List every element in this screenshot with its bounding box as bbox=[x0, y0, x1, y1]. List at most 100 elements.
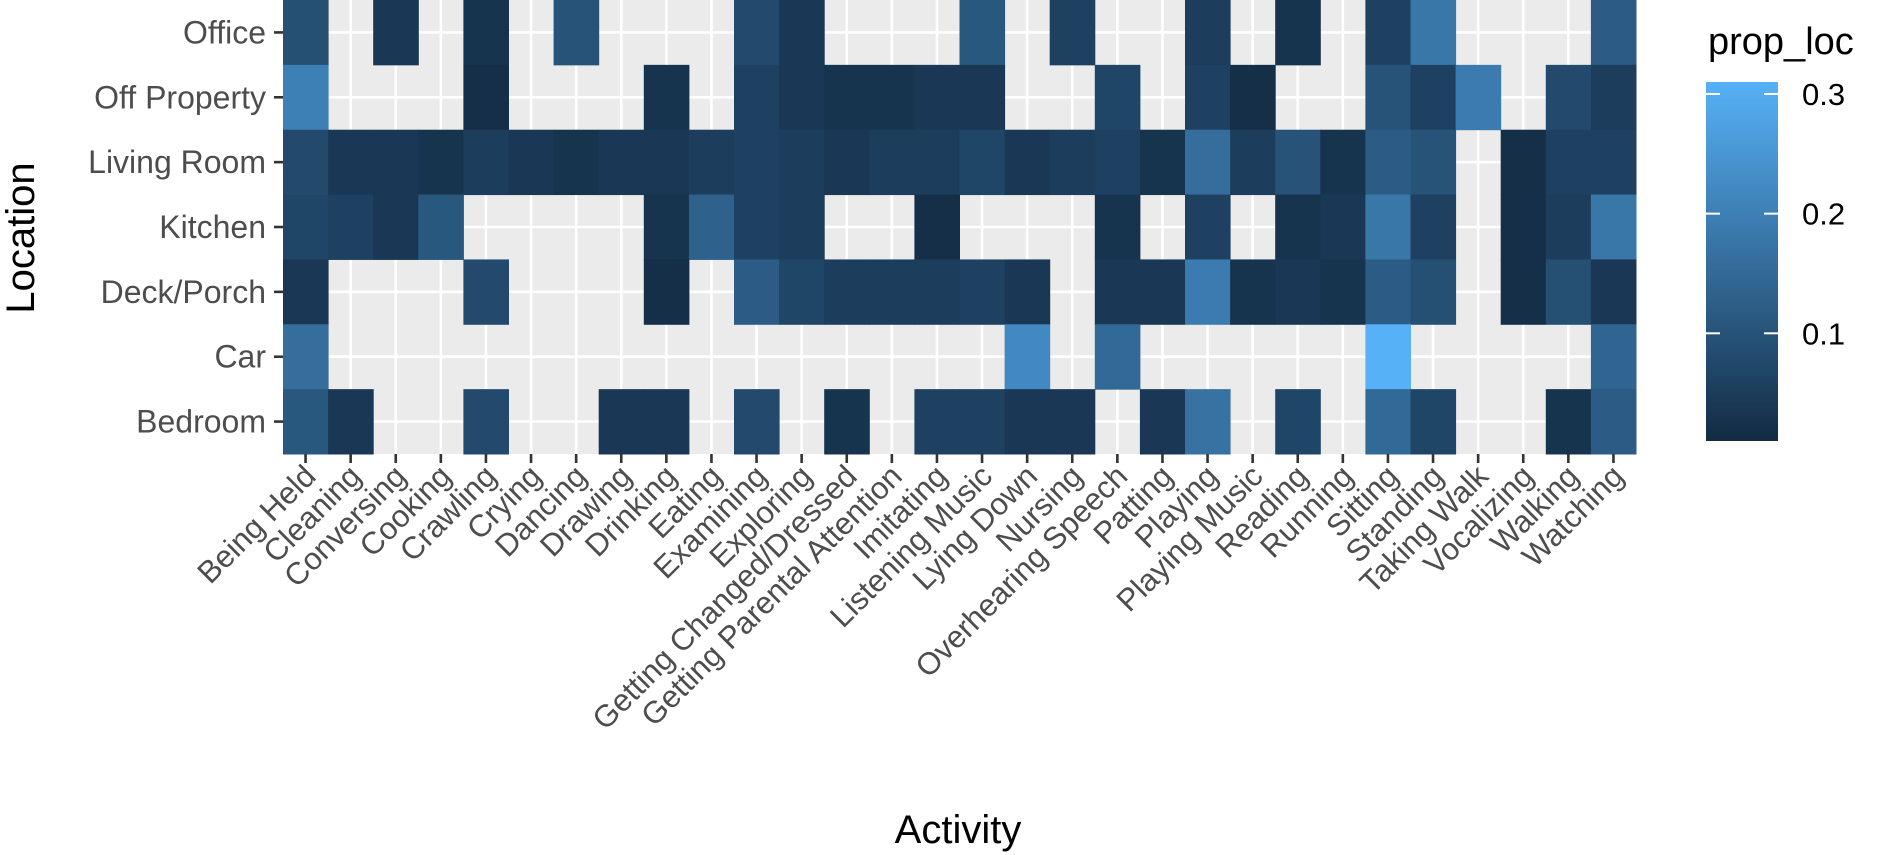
y-tick-label: Off Property bbox=[94, 79, 266, 115]
heatmap-cell bbox=[1094, 194, 1141, 260]
heatmap-cell bbox=[1004, 324, 1051, 390]
heatmap-cell bbox=[1230, 259, 1276, 325]
heatmap-cell bbox=[1545, 389, 1592, 455]
heatmap-cell bbox=[1590, 389, 1637, 455]
heatmap-cell bbox=[643, 259, 690, 325]
legend-tick-label: 0.1 bbox=[1802, 316, 1845, 351]
heatmap-cell bbox=[553, 129, 600, 196]
heatmap-cell bbox=[508, 129, 555, 196]
heatmap-cell bbox=[1545, 129, 1592, 196]
heatmap-cell bbox=[1455, 64, 1502, 131]
heatmap-cell bbox=[1004, 129, 1051, 196]
heatmap-cell bbox=[1500, 129, 1547, 196]
heatmap-cell bbox=[1094, 324, 1141, 390]
heatmap-cell bbox=[1094, 64, 1141, 131]
heatmap-cell bbox=[779, 259, 825, 325]
heatmap-cell bbox=[1500, 194, 1547, 260]
heatmap-cell bbox=[688, 129, 735, 196]
heatmap-cell bbox=[914, 259, 960, 325]
heatmap-cell bbox=[824, 64, 870, 131]
heatmap-cell bbox=[914, 64, 960, 131]
heatmap-cell bbox=[463, 64, 509, 131]
heatmap-cell bbox=[1320, 259, 1366, 325]
heatmap-cell bbox=[1275, 194, 1321, 260]
heatmap-cell bbox=[779, 64, 825, 131]
heatmap-cell bbox=[418, 194, 464, 260]
heatmap-cell bbox=[1590, 324, 1637, 390]
heatmap-cell bbox=[1049, 389, 1096, 455]
heatmap-cell bbox=[1139, 129, 1186, 196]
heatmap-cell bbox=[1410, 64, 1457, 131]
heatmap-cell bbox=[463, 389, 509, 455]
heatmap-cell bbox=[824, 259, 870, 325]
heatmap-cell bbox=[283, 324, 329, 390]
heatmap-cell bbox=[914, 389, 960, 455]
heatmap-cell bbox=[283, 0, 329, 66]
heatmap-cell bbox=[1185, 64, 1231, 131]
heatmap-cell bbox=[1590, 194, 1637, 260]
heatmap-cell bbox=[959, 0, 1006, 66]
heatmap-cell bbox=[283, 129, 329, 196]
heatmap-cell bbox=[1139, 259, 1186, 325]
heatmap-cell bbox=[1094, 129, 1141, 196]
heatmap-cell bbox=[1094, 259, 1141, 325]
heatmap-cell bbox=[1365, 0, 1411, 66]
heatmap-cell bbox=[1410, 0, 1457, 66]
heatmap-cell bbox=[643, 64, 690, 131]
y-tick-label: Bedroom bbox=[136, 404, 266, 440]
heatmap-cell bbox=[1590, 0, 1637, 66]
legend-title: prop_loc bbox=[1708, 21, 1854, 63]
heatmap-cell bbox=[598, 129, 645, 196]
color-legend: prop_loc 0.1 0.2 0.3 bbox=[1706, 21, 1854, 441]
heatmap-cell bbox=[1365, 259, 1411, 325]
heatmap-cell bbox=[1590, 259, 1637, 325]
heatmap-cell bbox=[1410, 194, 1457, 260]
heatmap-cell bbox=[734, 194, 780, 260]
heatmap-cell bbox=[1590, 64, 1637, 131]
y-tick-label: Deck/Porch bbox=[101, 274, 266, 310]
heatmap-cell bbox=[1230, 64, 1276, 131]
heatmap-cell bbox=[779, 0, 825, 66]
y-tick-label: Office bbox=[183, 14, 266, 50]
heatmap-cell bbox=[959, 389, 1006, 455]
heatmap-cell bbox=[734, 64, 780, 131]
heatmap-cell bbox=[1320, 129, 1366, 196]
heatmap-cell bbox=[1139, 389, 1186, 455]
heatmap-cell bbox=[1545, 194, 1592, 260]
heatmap-cell bbox=[1004, 389, 1051, 455]
heatmap-cell bbox=[1185, 259, 1231, 325]
heatmap-cell bbox=[1230, 129, 1276, 196]
heatmap-cell bbox=[869, 129, 915, 196]
heatmap-cell bbox=[283, 389, 329, 455]
heatmap-cell bbox=[373, 194, 419, 260]
heatmap-cell bbox=[553, 0, 600, 66]
heatmap-cell bbox=[1410, 259, 1457, 325]
heatmap-cell bbox=[1410, 129, 1457, 196]
heatmap-cells bbox=[283, 0, 1637, 455]
heatmap-cell bbox=[1320, 194, 1366, 260]
heatmap-cell bbox=[1185, 194, 1231, 260]
heatmap-cell bbox=[1049, 0, 1096, 66]
heatmap-cell bbox=[1275, 129, 1321, 196]
heatmap-cell bbox=[1049, 129, 1096, 196]
heatmap-cell bbox=[1365, 194, 1411, 260]
heatmap-cell bbox=[1545, 259, 1592, 325]
legend-tick-label: 0.3 bbox=[1802, 77, 1845, 112]
heatmap-cell bbox=[1590, 129, 1637, 196]
heatmap-cell bbox=[463, 259, 509, 325]
y-tick-label: Car bbox=[214, 339, 266, 375]
heatmap-cell bbox=[824, 129, 870, 196]
heatmap-cell bbox=[418, 129, 464, 196]
y-axis: Bedroom Car Deck/Porch Kitchen Living Room Of… bbox=[88, 14, 283, 440]
heatmap-cell bbox=[1365, 64, 1411, 131]
heatmap-cell bbox=[283, 194, 329, 260]
heatmap-cell bbox=[734, 0, 780, 66]
legend-colorbar bbox=[1706, 82, 1778, 441]
legend-tick-label: 0.2 bbox=[1802, 197, 1845, 232]
heatmap-cell bbox=[688, 194, 735, 260]
heatmap-cell bbox=[1365, 129, 1411, 196]
heatmap-cell bbox=[1365, 389, 1411, 455]
heatmap-cell bbox=[373, 129, 419, 196]
heatmap-cell bbox=[734, 389, 780, 455]
heatmap-cell bbox=[869, 259, 915, 325]
